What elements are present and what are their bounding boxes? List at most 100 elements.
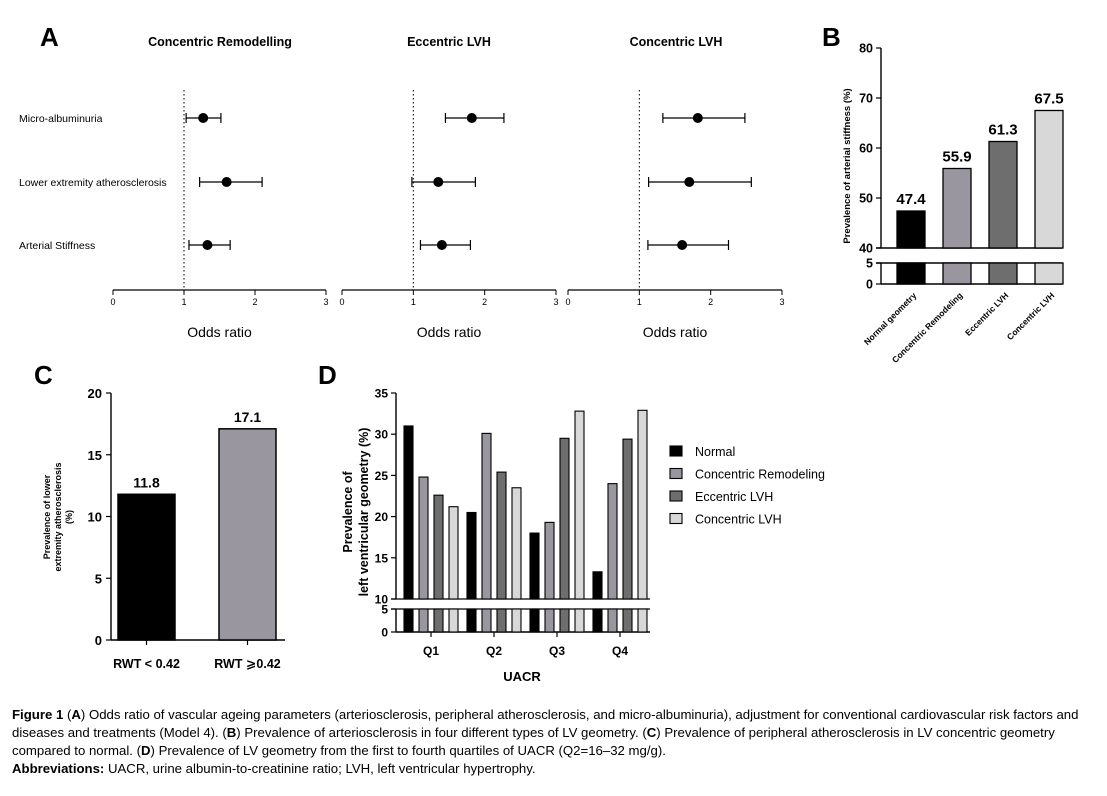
y-tick-label: 10: [88, 510, 102, 525]
bar-upper: [988, 140, 1018, 249]
abbreviations-text: UACR, urine albumin-to-creatinine ratio;…: [104, 761, 536, 776]
bar-upper: [896, 210, 926, 249]
bar-lower: [418, 608, 429, 633]
bar-lower: [511, 608, 522, 633]
bar-upper: [1034, 109, 1064, 249]
bar-upper: [433, 494, 444, 600]
bar-lower: [496, 608, 507, 633]
y-tick-label: 0: [95, 633, 102, 648]
caption-tag-b: B: [226, 725, 237, 740]
x-axis-title: Odds ratio: [417, 324, 482, 340]
x-tick-label: 2: [708, 297, 713, 307]
x-tick-label: 1: [411, 297, 416, 307]
bar-upper: [466, 511, 477, 600]
forest-panel-title: Concentric LVH: [630, 35, 723, 49]
bar-lower: [403, 608, 414, 633]
bar-lower: [481, 608, 492, 633]
bar-lower: [942, 262, 972, 285]
bar-upper: [496, 471, 507, 600]
bar-lower: [592, 608, 603, 633]
y-tick-label: 10: [375, 593, 389, 607]
odds-ratio-point: [221, 177, 232, 187]
y-tick-label: 15: [375, 551, 389, 565]
y-tick-label: 0: [866, 278, 873, 292]
bar-lower: [988, 262, 1018, 285]
x-tick-label: Eccentric LVH: [963, 290, 1010, 337]
y-axis-title: (%): [64, 510, 74, 524]
x-axis-title: Odds ratio: [643, 324, 708, 340]
figure: A B C D Micro-albuminuria Lower extremity…: [19, 22, 1064, 684]
y-axis-title: Prevalence of: [341, 471, 355, 553]
y-tick-label: 5: [381, 603, 388, 617]
bar-upper: [574, 410, 585, 600]
bar-upper: [448, 506, 459, 600]
y-axis-title: Prevalence of lower: [42, 474, 52, 559]
odds-ratio-point: [684, 177, 695, 187]
panel-label-c: C: [34, 360, 53, 390]
figure-caption: Figure 1 (A) Odds ratio of vascular agei…: [12, 706, 1098, 778]
legend-swatch: [669, 445, 683, 457]
panel-label-a: A: [40, 22, 59, 52]
legend-swatch: [669, 512, 683, 525]
caption-paragraph: Figure 1 (A) Odds ratio of vascular agei…: [12, 706, 1098, 760]
bar: [117, 493, 176, 641]
bar-lower: [544, 608, 555, 633]
row-label: Micro-albuminuria: [19, 113, 103, 125]
forest-panel-title: Concentric Remodelling: [148, 35, 292, 49]
y-tick-label: 20: [375, 510, 389, 524]
caption-tag-c: C: [646, 725, 657, 740]
y-tick-label: 80: [859, 42, 873, 56]
caption-abbreviations: Abbreviations: UACR, urine albumin-to-cr…: [12, 760, 1098, 778]
x-tick-label: Q3: [549, 644, 565, 658]
abbreviations-label: Abbreviations:: [12, 761, 105, 776]
odds-ratio-point: [198, 113, 209, 123]
legend-label: Concentric LVH: [695, 513, 782, 527]
y-tick-label: 25: [375, 469, 389, 483]
y-axis-title: left ventricular geometry (%): [357, 428, 371, 597]
x-tick-label: Q4: [612, 644, 628, 658]
y-tick-label: 20: [88, 386, 102, 401]
bar-upper: [592, 571, 603, 600]
x-tick-label: 2: [252, 297, 257, 307]
bar-lower: [622, 608, 633, 633]
bar-value-label: 17.1: [234, 409, 261, 425]
forest-panel-title: Eccentric LVH: [407, 35, 491, 49]
panel-label-d: D: [318, 360, 337, 390]
bar-lower: [433, 608, 444, 633]
y-tick-label: 5: [866, 257, 873, 271]
bar-lower: [466, 608, 477, 633]
caption-tag-a: A: [71, 707, 81, 722]
bar-value-label: 55.9: [942, 149, 971, 166]
y-tick-label: 60: [859, 142, 873, 156]
bar-lower: [574, 608, 585, 633]
legend-swatch: [669, 490, 683, 502]
odds-ratio-point: [466, 113, 477, 123]
bar-upper: [544, 521, 555, 600]
legend-label: Eccentric LVH: [695, 490, 773, 504]
caption-figure-label: Figure 1: [12, 707, 64, 722]
y-tick-label: 40: [859, 242, 873, 256]
bar-lower: [896, 262, 926, 285]
bar-upper: [481, 432, 492, 600]
x-tick-label: 1: [637, 297, 642, 307]
caption-text-c: ) Prevalence of peripheral atheroscleros…: [12, 725, 1055, 758]
x-tick-label: 0: [110, 297, 115, 307]
y-tick-label: 50: [859, 192, 873, 206]
x-tick-label: 2: [482, 297, 487, 307]
x-tick-label: 3: [553, 297, 558, 307]
x-axis-title: Odds ratio: [187, 324, 252, 340]
caption-text-d: ) Prevalence of LV geometry from the fir…: [150, 743, 666, 758]
caption-text: (: [63, 707, 72, 722]
bar-lower: [607, 608, 618, 633]
x-tick-label: RWT < 0.42: [113, 657, 180, 671]
y-tick-label: 30: [375, 428, 389, 442]
bar-upper: [418, 476, 429, 600]
x-tick-label: 3: [323, 297, 328, 307]
x-tick-label: Q2: [486, 644, 502, 658]
bar-upper: [637, 409, 648, 600]
legend-label: Normal: [695, 445, 735, 459]
x-tick-label: 3: [779, 297, 784, 307]
bar-upper: [403, 425, 414, 600]
x-tick-label: 1: [181, 297, 186, 307]
bar-upper: [622, 438, 633, 600]
